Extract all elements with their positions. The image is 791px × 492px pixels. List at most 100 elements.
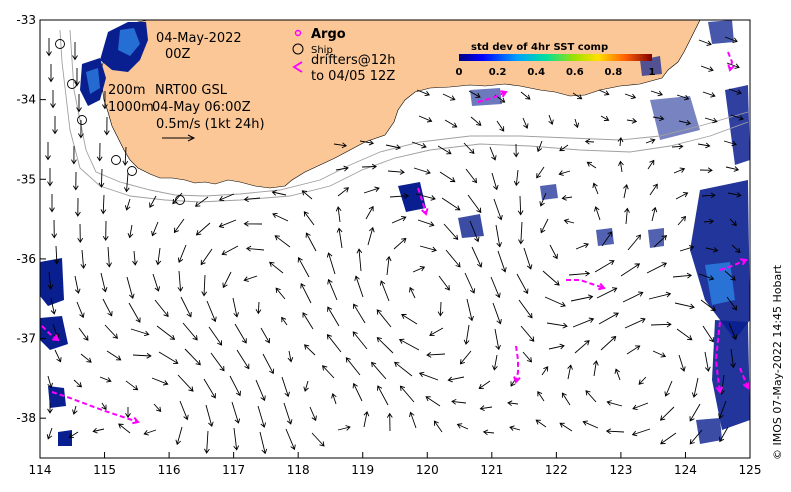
current-arrow <box>75 197 81 217</box>
current-arrow <box>177 244 187 263</box>
current-arrow <box>494 328 501 351</box>
current-arrow <box>523 247 533 270</box>
current-arrow <box>260 327 271 344</box>
argo-legend-marker <box>294 29 302 37</box>
current-arrow <box>391 215 407 224</box>
sst-patch <box>48 386 66 408</box>
current-arrow <box>489 146 497 161</box>
current-arrow <box>409 286 416 299</box>
current-arrow <box>727 191 742 198</box>
current-arrow <box>309 406 317 422</box>
current-arrow <box>177 374 194 392</box>
ship-marker <box>77 115 87 125</box>
current-arrow <box>173 218 185 234</box>
current-arrow <box>567 364 573 380</box>
current-arrow <box>478 380 491 389</box>
current-arrow <box>490 276 501 299</box>
drifter-track <box>714 321 721 393</box>
current-arrow <box>631 428 651 437</box>
current-arrow <box>100 272 108 293</box>
current-arrow <box>632 402 649 411</box>
current-arrow <box>725 166 740 172</box>
current-arrow <box>376 337 394 354</box>
current-arrow <box>179 400 189 421</box>
current-arrow <box>151 377 169 386</box>
current-arrow <box>573 118 580 129</box>
current-arrow <box>700 299 716 312</box>
plot-frame <box>39 19 751 459</box>
current-arrow <box>568 270 591 277</box>
current-arrow <box>561 392 571 406</box>
current-arrow <box>394 361 413 377</box>
drifter-head <box>598 282 606 291</box>
current-arrow <box>128 302 141 323</box>
current-arrow <box>243 220 263 227</box>
sst-patch <box>696 418 722 444</box>
current-arrow <box>156 325 176 340</box>
current-arrow <box>544 296 566 308</box>
current-arrow <box>76 301 85 319</box>
current-arrow <box>572 317 595 328</box>
current-arrow <box>337 187 350 197</box>
drifter-legend-marker <box>292 61 303 73</box>
current-arrow <box>433 420 443 433</box>
x-tick-label: 118 <box>287 463 310 477</box>
current-arrow <box>52 116 58 135</box>
sst-patch <box>118 28 140 56</box>
current-arrow <box>77 223 84 244</box>
current-arrow <box>98 168 105 188</box>
current-arrow <box>445 249 461 268</box>
current-arrow <box>50 90 56 109</box>
current-arrow <box>520 91 531 100</box>
sst-patch <box>458 214 484 238</box>
current-arrow <box>646 262 668 274</box>
current-arrow <box>539 192 547 207</box>
current-arrow <box>648 291 672 300</box>
current-arrow <box>700 65 714 72</box>
current-arrow <box>50 297 57 315</box>
current-arrow <box>177 270 184 292</box>
current-arrow <box>297 257 310 278</box>
current-arrow <box>596 287 618 299</box>
current-arrow <box>71 145 77 165</box>
current-arrow <box>218 219 237 228</box>
argo-legend-label: Argo <box>311 27 346 42</box>
current-arrow <box>72 171 79 191</box>
y-tick-label: -33 <box>16 13 36 27</box>
current-arrow <box>718 400 727 420</box>
current-arrow <box>660 432 677 445</box>
current-arrow <box>542 270 560 286</box>
current-arrow <box>379 280 390 302</box>
drifter-head <box>421 208 429 216</box>
current-arrow <box>281 316 288 326</box>
current-arrow <box>303 380 309 392</box>
drifter-track <box>515 345 519 383</box>
current-arrow <box>271 189 287 196</box>
drifter-track <box>719 259 747 271</box>
current-arrow <box>49 194 55 213</box>
current-arrow <box>195 222 211 236</box>
current-arrow <box>606 400 623 407</box>
current-arrow <box>363 410 370 428</box>
drifter-head <box>513 376 521 384</box>
drifter-track <box>417 187 427 215</box>
current-arrow <box>653 235 668 248</box>
current-arrow <box>285 428 296 451</box>
current-arrow <box>723 140 737 147</box>
sst-patch <box>58 430 72 446</box>
current-arrow <box>204 430 210 454</box>
current-arrow <box>103 116 110 136</box>
current-arrow <box>492 302 502 325</box>
current-arrow <box>398 338 420 351</box>
current-arrow <box>677 215 687 226</box>
current-arrow <box>702 91 716 98</box>
current-arrow <box>570 294 594 302</box>
current-arrow <box>132 250 138 266</box>
current-arrow <box>236 349 250 370</box>
date-label: 04-May-2022 <box>156 31 242 46</box>
ship-legend-marker <box>292 43 304 55</box>
depth-200-label: 200m <box>108 83 145 98</box>
current-arrow <box>594 260 615 273</box>
current-arrow <box>389 193 410 199</box>
current-arrow <box>518 299 533 319</box>
